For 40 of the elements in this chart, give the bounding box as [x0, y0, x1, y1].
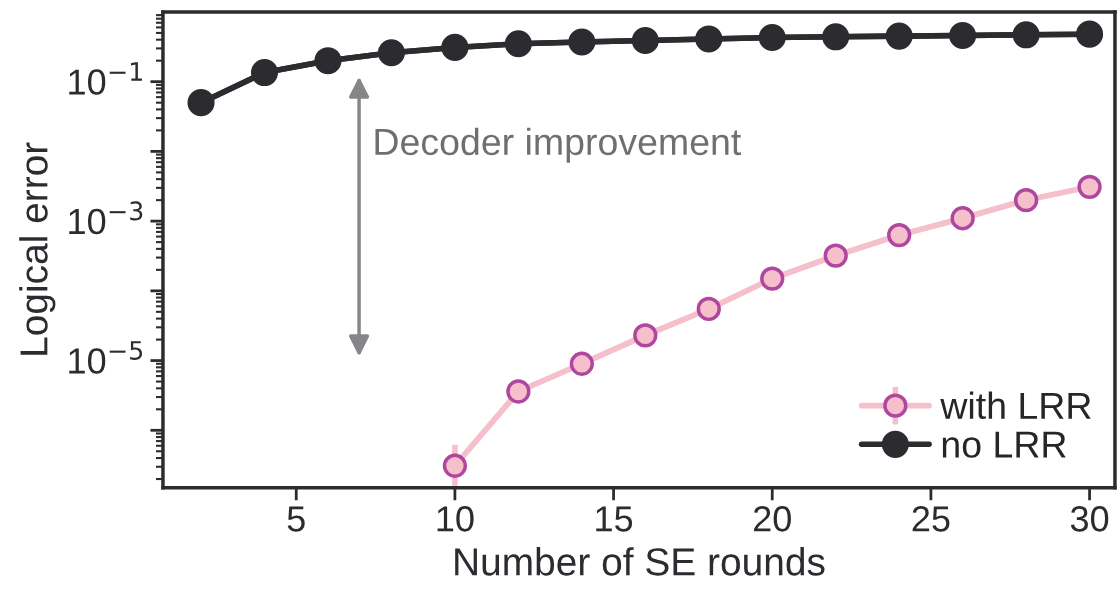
point: [506, 379, 531, 404]
point: [250, 59, 279, 87]
annotation: Decoder improvement: [375, 127, 742, 163]
point: [822, 23, 850, 51]
legend-label: no LRR: [942, 431, 1066, 458]
point: [504, 30, 532, 58]
point: [695, 25, 723, 53]
x-tick-label: 10: [437, 506, 474, 532]
point: [568, 28, 596, 56]
y-tick-label: 10$^{−1}$: [69, 62, 142, 95]
point: [377, 39, 405, 67]
x-tick-label: 25: [912, 506, 950, 532]
point: [758, 23, 786, 52]
point: [442, 453, 468, 478]
y-tick-label: 10$^{−3}$: [69, 201, 143, 235]
point: [187, 89, 215, 117]
y-axis-title: Logical error: [19, 142, 56, 355]
x-tick-label: 20: [753, 506, 791, 532]
x-tick-label: 30: [1070, 506, 1109, 532]
point: [823, 243, 848, 268]
point: [950, 206, 975, 231]
point: [1012, 21, 1040, 49]
point: [949, 21, 977, 49]
point: [1077, 174, 1102, 200]
x-tick-label: 15: [596, 506, 633, 532]
point: [1013, 187, 1039, 213]
point: [885, 22, 913, 50]
point: [441, 33, 469, 61]
point: [314, 47, 342, 75]
point: [633, 323, 658, 348]
point: [569, 351, 594, 376]
y-tick-label: 10$^{−5}$: [69, 341, 143, 374]
point: [887, 222, 912, 248]
point: [1076, 20, 1104, 48]
point: [631, 26, 659, 54]
point: [760, 266, 785, 291]
point: [696, 296, 721, 322]
x-axis-title: Number of SE rounds: [455, 547, 825, 576]
legend-label: with LRR: [940, 391, 1091, 420]
x-tick-label: 5: [287, 506, 305, 532]
